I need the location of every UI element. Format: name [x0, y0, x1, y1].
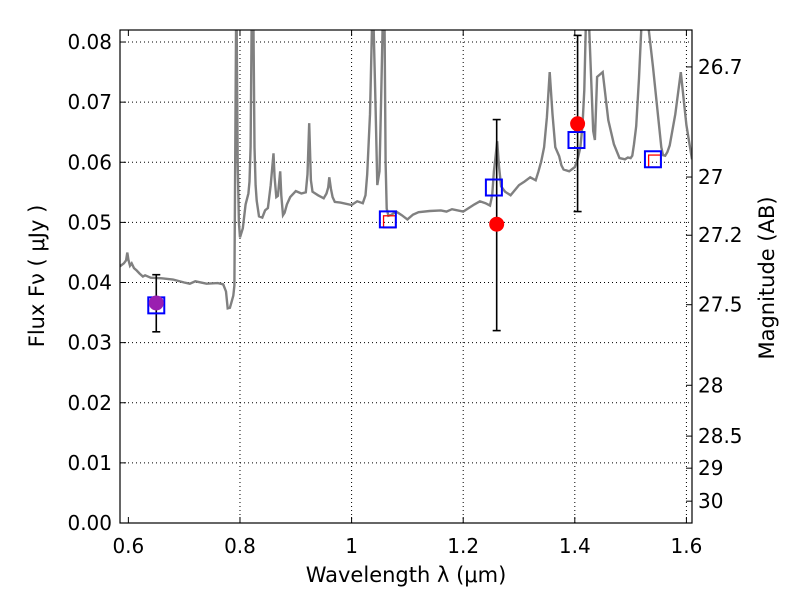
y-tick-label: 0.03	[67, 331, 112, 355]
plot-frame	[119, 29, 693, 524]
y-axis-right-label: Magnitude (AB)	[755, 196, 779, 359]
y-tick-label: 0.08	[67, 30, 112, 54]
y-tick-label: 0.05	[67, 210, 112, 234]
model-photometry-marker	[567, 131, 586, 150]
y-tick-label: 0.01	[67, 451, 112, 475]
x-axis-label: Wavelength λ (μm)	[306, 563, 507, 587]
y-tick-label: 0.06	[67, 150, 112, 174]
observed-open-marker	[647, 154, 662, 168]
x-tick-label: 0.6	[112, 534, 144, 558]
spectrum-line	[120, 30, 692, 310]
x-tick-label: 0.8	[224, 534, 256, 558]
y-axis-label: Flux Fν ( μJy )	[25, 205, 49, 348]
plot-area	[120, 30, 692, 310]
right-tick-label: 29	[698, 456, 723, 480]
model-photometry-marker	[378, 210, 397, 229]
right-tick-label: 26.7	[698, 55, 743, 79]
ticks: 0.6 0.8 1 1.2 1.4 1.6 0.00 0.01 0.02 0.03 0.04 0.05…	[67, 30, 743, 558]
right-tick-label: 28	[698, 373, 723, 397]
observed-point	[570, 116, 586, 132]
x-tick-label: 1	[345, 534, 358, 558]
right-tick-label: 28.5	[698, 424, 743, 448]
y-tick-label: 0.00	[67, 511, 112, 535]
right-tick-label: 27	[698, 165, 723, 189]
y-tick-label: 0.02	[67, 391, 112, 415]
x-tick-label: 1.2	[447, 534, 479, 558]
right-tick-label: 27.2	[698, 223, 743, 247]
x-tick-label: 1.4	[559, 534, 591, 558]
observed-point	[148, 295, 164, 311]
model-photometry-marker	[484, 178, 503, 197]
markers	[147, 34, 662, 333]
observed-open-marker	[382, 215, 397, 229]
observed-point	[489, 216, 505, 232]
right-tick-label: 27.5	[698, 293, 743, 317]
y-tick-label: 0.07	[67, 90, 112, 114]
right-tick-label: 30	[698, 489, 723, 513]
model-photometry-marker	[643, 150, 662, 169]
y-tick-label: 0.04	[67, 271, 112, 295]
x-tick-label: 1.6	[671, 534, 703, 558]
